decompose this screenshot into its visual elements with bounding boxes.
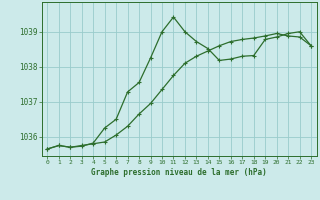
- X-axis label: Graphe pression niveau de la mer (hPa): Graphe pression niveau de la mer (hPa): [91, 168, 267, 177]
